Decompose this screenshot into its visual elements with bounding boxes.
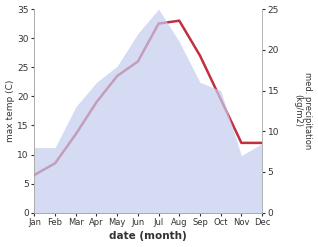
Y-axis label: med. precipitation
(kg/m2): med. precipitation (kg/m2) [293,72,313,149]
X-axis label: date (month): date (month) [109,231,187,242]
Y-axis label: max temp (C): max temp (C) [5,80,15,142]
